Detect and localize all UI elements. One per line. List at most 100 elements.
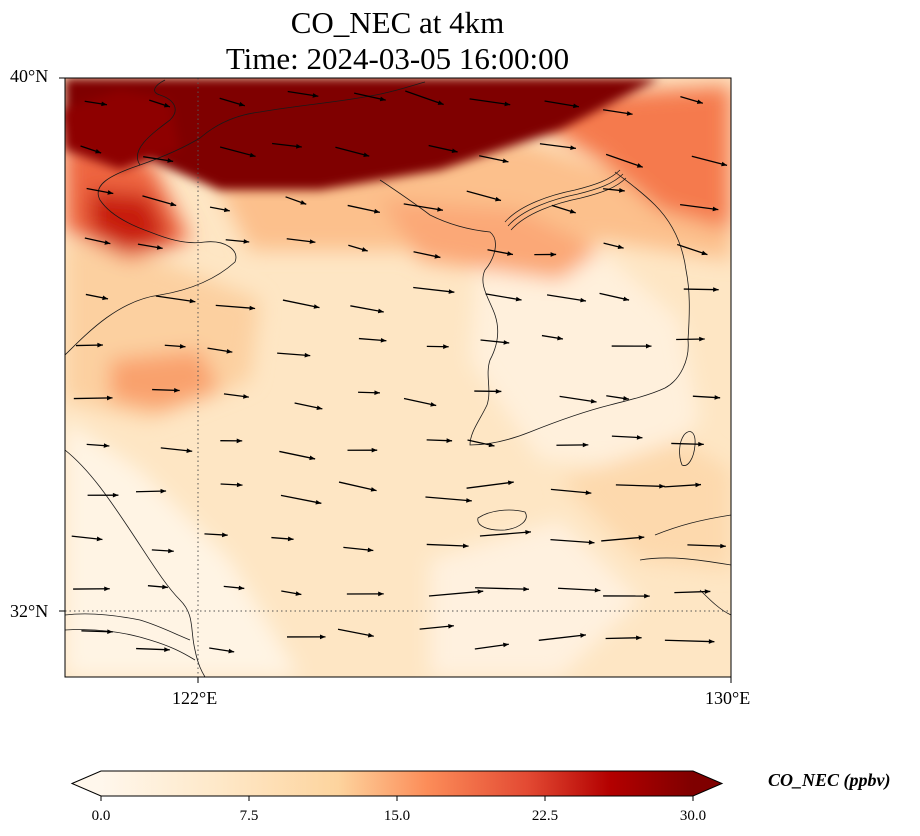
axis-ticks [59, 77, 732, 683]
wind-vector-head [619, 188, 625, 193]
lat-tick-40: 40°N [10, 66, 49, 86]
wind-vector-head [714, 395, 721, 400]
wind-vector [479, 531, 532, 537]
wind-vector-head [167, 158, 174, 163]
wind-vector-head [107, 190, 114, 195]
wind-vector-head [287, 536, 294, 542]
wind-vector [426, 543, 469, 547]
wind-vector-head [243, 239, 250, 244]
wind-vector-head [238, 101, 245, 107]
wind-vector-head [504, 101, 511, 107]
wind-vector-head [304, 352, 311, 358]
wind-vector-head [170, 201, 177, 207]
wind-vector-head [590, 398, 597, 404]
wind-vector-head [103, 443, 110, 448]
wind-vector-head [434, 254, 441, 259]
wind-vector-head [179, 344, 186, 349]
wind-vector-head [319, 634, 326, 640]
wind-vector-head [582, 442, 589, 448]
lon-tick-122: 122°E [172, 688, 218, 708]
wind-vector [605, 637, 642, 640]
wind-vector-head [112, 492, 119, 498]
wind-vector-head [437, 207, 443, 212]
coastlines [65, 79, 731, 677]
wind-vector-head [448, 289, 455, 294]
wind-vector-head [249, 305, 256, 311]
wind-vector-head [96, 536, 103, 542]
lat-tick-32: 32°N [10, 601, 49, 621]
wind-vector-head [104, 586, 110, 592]
korea-west-coast [379, 171, 690, 446]
wind-vector [403, 203, 444, 211]
wind-vector [601, 536, 645, 542]
wind-vector-head [466, 498, 472, 503]
wind-vector-head [573, 103, 579, 109]
wind-vector-head [380, 337, 387, 343]
tsushima [679, 431, 696, 466]
wind-vector-head [95, 148, 102, 154]
wind-vector-head [238, 585, 245, 591]
wind-vector-head [295, 591, 302, 596]
wind-vector-head [712, 206, 719, 212]
colorbar-label: CO_NEC (ppbv) [768, 770, 891, 790]
wind-vector-head [594, 587, 601, 593]
wind-vector-head [636, 635, 642, 641]
colorbar-max-extension [693, 771, 722, 796]
wind-vector-head [163, 102, 170, 108]
wind-vector [691, 155, 728, 167]
wind-vector-head [477, 589, 484, 595]
wind-vector-head [550, 252, 557, 257]
wind-vector-head [443, 344, 449, 349]
wind-vector [413, 286, 455, 293]
japan-coast [639, 514, 731, 616]
wind-vector [425, 496, 472, 502]
wind-vector-head [585, 490, 592, 495]
wind-vector [219, 146, 256, 158]
wind-vector [350, 305, 384, 313]
wind-vector-head [495, 389, 502, 394]
wind-vector [485, 293, 522, 301]
wind-vector [539, 143, 577, 150]
wind-vector-head [430, 402, 437, 407]
colorbar-tick-3: 22.5 [531, 808, 559, 824]
wind-vector-head [580, 633, 586, 638]
wind-vector [605, 153, 644, 168]
wind-vector-head [313, 304, 320, 309]
wind-vector [557, 587, 601, 592]
wind-vector-head [249, 152, 256, 158]
wind-vector [550, 488, 592, 494]
wind-vector-head [696, 99, 703, 104]
wind-vector [469, 98, 511, 106]
wind-vector [279, 450, 316, 460]
wind-vector-head [228, 648, 235, 654]
wind-vector-head [363, 152, 370, 157]
concentration-field [65, 78, 731, 677]
wind-vector-head [377, 308, 384, 314]
wind-vector-head [106, 395, 113, 401]
wind-vector-head [623, 296, 630, 302]
wind-vector [474, 643, 509, 650]
colorbar-tick-2: 15.0 [383, 808, 411, 824]
wind-vector-head [374, 390, 380, 396]
wind-vector-head [312, 93, 319, 98]
wind-vector [282, 299, 320, 309]
wind-vector-head [367, 547, 374, 553]
wind-vectors [71, 90, 728, 654]
wind-vector [215, 304, 256, 310]
wind-vector-head [507, 480, 514, 486]
wind-vector-head [236, 438, 243, 444]
wind-vector-head [699, 336, 705, 342]
wind-vector-head [721, 161, 728, 167]
north-korea-border [504, 169, 627, 231]
wind-vector-head [488, 442, 495, 448]
wind-vector [466, 481, 514, 489]
wind-vector-head [462, 543, 469, 549]
wind-vector [538, 634, 587, 641]
wind-vector-head [168, 548, 174, 554]
wind-vector-head [309, 239, 316, 244]
wind-vector-head [708, 639, 715, 644]
colorbar-gradient [101, 771, 693, 796]
wind-vector-head [451, 148, 458, 154]
colorbar-tick-1: 7.5 [239, 808, 259, 824]
wind-vector-head [645, 343, 652, 349]
